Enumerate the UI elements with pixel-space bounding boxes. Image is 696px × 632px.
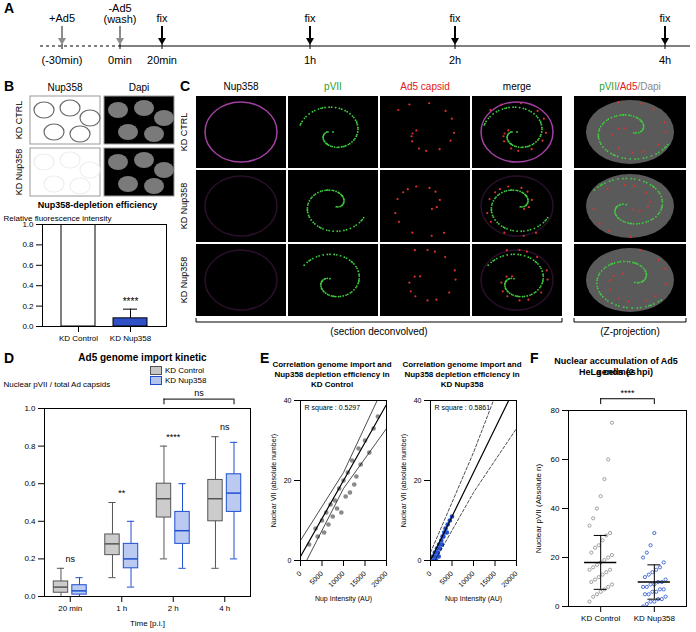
svg-text:1.0: 1.0 (22, 220, 34, 230)
svg-text:ns: ns (65, 554, 75, 564)
svg-text:(section deconvolved): (section deconvolved) (330, 326, 427, 337)
svg-text:0.4: 0.4 (24, 517, 36, 526)
svg-text:0: 0 (555, 602, 560, 611)
svg-text:Nup358: Nup358 (223, 81, 258, 92)
svg-text:fix: fix (450, 12, 462, 24)
svg-text:4h: 4h (659, 54, 671, 66)
svg-text:40: 40 (284, 397, 292, 404)
html-text:HeLa cells (2 hpi): HeLa cells (2 hpi) (579, 367, 653, 377)
svg-text:20000: 20000 (370, 570, 389, 589)
svg-text:1h: 1h (304, 54, 316, 66)
svg-text:KD Nup358: KD Nup358 (14, 149, 24, 196)
html-text:B: B (4, 78, 15, 94)
svg-text:ns: ns (220, 422, 230, 432)
svg-text:(wash): (wash) (103, 13, 136, 25)
svg-text:Nup Intensity (AU): Nup Intensity (AU) (315, 595, 372, 603)
svg-text:Nuclear VII (absolute number): Nuclear VII (absolute number) (400, 434, 408, 527)
html-text:E: E (260, 350, 270, 366)
html-text:Correlation genome import and: Correlation genome import and Nup358 dep… (402, 360, 522, 389)
html-text:Correlation genome import and: Correlation genome import and Nup358 dep… (272, 360, 392, 389)
svg-text:R square : 0.5297: R square : 0.5297 (305, 404, 361, 412)
svg-text:15000: 15000 (479, 570, 498, 589)
svg-text:1 h: 1 h (116, 604, 127, 613)
svg-text:Relative fluorescence intensit: Relative fluorescence intensity (4, 214, 112, 223)
svg-text:(Z-projection): (Z-projection) (600, 326, 659, 337)
svg-text:80: 80 (551, 406, 560, 415)
html-text:KD Control: KD Control (165, 366, 205, 375)
svg-text:5000: 5000 (438, 570, 454, 586)
svg-text:20 min: 20 min (58, 604, 82, 613)
svg-text:fix: fix (305, 12, 317, 24)
svg-text:0.8: 0.8 (24, 442, 36, 451)
svg-text:20min: 20min (147, 54, 177, 66)
svg-text:Dapi: Dapi (129, 82, 150, 93)
svg-text:2 h: 2 h (168, 604, 179, 613)
svg-text:40: 40 (414, 397, 422, 404)
svg-text:+Ad5: +Ad5 (49, 12, 75, 24)
svg-text:20000: 20000 (500, 570, 519, 589)
svg-text:0.8: 0.8 (22, 240, 34, 249)
svg-text:-Ad5: -Ad5 (108, 2, 132, 14)
svg-text:KD Control: KD Control (59, 334, 98, 343)
svg-text:Nuclear pVII (Absolute n): Nuclear pVII (Absolute n) (534, 463, 543, 553)
svg-text:KD CTRL: KD CTRL (14, 101, 24, 140)
svg-text:KD Nup358: KD Nup358 (634, 614, 676, 623)
svg-text:R square : 0.5861: R square : 0.5861 (435, 404, 491, 412)
svg-text:0.6: 0.6 (22, 261, 34, 270)
svg-text:0.0: 0.0 (22, 322, 34, 331)
svg-text:****: **** (620, 388, 635, 398)
svg-text:20: 20 (414, 477, 422, 484)
svg-text:Time [p.i.]: Time [p.i.] (130, 619, 165, 628)
svg-text:****: **** (123, 296, 139, 307)
svg-text:2h: 2h (449, 54, 461, 66)
html-text:Nuclear accumulation of Ad5 ge: Nuclear accumulation of Ad5 genomes (554, 356, 678, 377)
html-text:A: A (4, 0, 15, 16)
svg-text:Nup358: Nup358 (47, 82, 82, 93)
svg-text:20: 20 (284, 477, 292, 484)
svg-text:15000: 15000 (349, 570, 368, 589)
svg-text:20: 20 (551, 553, 560, 562)
svg-text:KD CTRL: KD CTRL (179, 113, 189, 152)
svg-text:0: 0 (295, 570, 303, 578)
svg-text:fix: fix (660, 12, 672, 24)
svg-text:0: 0 (425, 570, 433, 578)
svg-text:0.2: 0.2 (22, 302, 34, 311)
svg-text:ns: ns (194, 388, 204, 398)
svg-text:****: **** (166, 432, 181, 442)
svg-text:merge: merge (503, 81, 532, 92)
html-text:D: D (4, 350, 15, 366)
svg-text:Nuclear pVII / total Ad capsid: Nuclear pVII / total Ad capsids (4, 380, 111, 389)
svg-text:fix: fix (157, 12, 169, 24)
svg-text:0.6: 0.6 (24, 479, 36, 488)
svg-text:KD Nup358: KD Nup358 (110, 334, 152, 343)
svg-text:KD Nup358: KD Nup358 (179, 257, 189, 304)
svg-text:pVII/Ad5/Dapi: pVII/Ad5/Dapi (599, 81, 661, 92)
svg-text:1.0: 1.0 (24, 404, 36, 413)
svg-text:pVII: pVII (324, 81, 342, 92)
svg-text:0.0: 0.0 (24, 592, 36, 601)
svg-text:10000: 10000 (327, 570, 346, 589)
svg-text:0min: 0min (108, 54, 132, 66)
html-text:Ad5 genome import kinetic: Ad5 genome import kinetic (78, 352, 207, 363)
svg-text:40: 40 (551, 504, 560, 513)
svg-text:Nuclear VII (absolute number): Nuclear VII (absolute number) (270, 434, 278, 527)
svg-text:0.2: 0.2 (24, 554, 36, 563)
svg-text:KD Nup358: KD Nup358 (179, 183, 189, 230)
svg-text:5000: 5000 (308, 570, 324, 586)
svg-text:10000: 10000 (457, 570, 476, 589)
svg-text:0: 0 (288, 557, 292, 564)
svg-text:Ad5 capsid: Ad5 capsid (400, 81, 449, 92)
svg-text:Nup Intensity (AU): Nup Intensity (AU) (445, 595, 502, 603)
svg-text:(-30min): (-30min) (42, 54, 83, 66)
html-text:KD Nup358: KD Nup358 (165, 376, 207, 385)
svg-text:0.4: 0.4 (22, 281, 34, 290)
svg-text:0: 0 (418, 557, 422, 564)
svg-text:60: 60 (551, 455, 560, 464)
svg-text:**: ** (118, 488, 126, 498)
html-text:F: F (530, 350, 539, 366)
html-text:C: C (180, 78, 191, 94)
svg-text:4 h: 4 h (219, 604, 230, 613)
svg-text:KD Control: KD Control (581, 614, 620, 623)
html-text:Nup358-depletion efficiency: Nup358-depletion efficiency (37, 200, 158, 210)
